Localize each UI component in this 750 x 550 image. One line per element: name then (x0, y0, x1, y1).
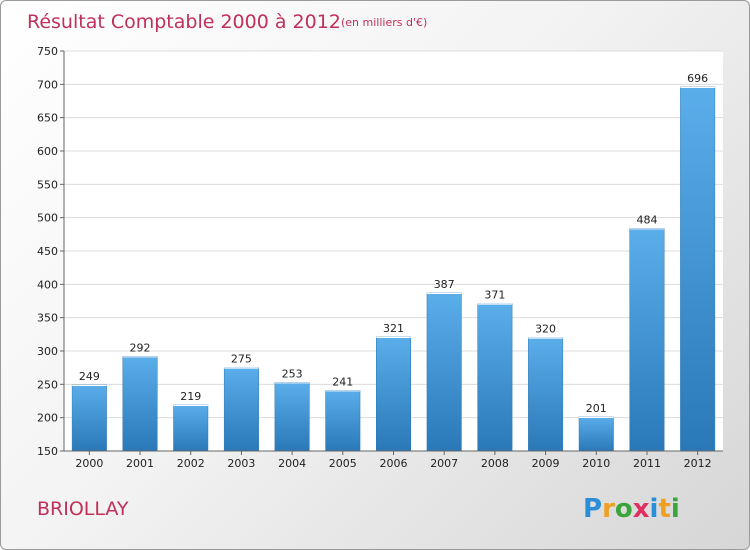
bar (528, 337, 564, 452)
x-tick-label: 2006 (380, 457, 408, 470)
x-tick-label: 2004 (278, 457, 306, 470)
data-label: 320 (535, 323, 556, 336)
x-tick-label: 2003 (227, 457, 255, 470)
y-tick-label: 250 (37, 378, 58, 391)
data-label: 484 (636, 213, 657, 226)
bar (680, 86, 716, 452)
bar (629, 228, 665, 452)
data-label: 321 (383, 322, 404, 335)
y-tick-label: 650 (37, 112, 58, 125)
bar (223, 367, 259, 452)
bar (477, 303, 513, 452)
x-tick-label: 2009 (532, 457, 560, 470)
data-label: 696 (687, 72, 708, 85)
chart-subtitle: (en milliers d'€) (341, 16, 427, 29)
y-tick-label: 750 (37, 45, 58, 58)
y-tick-label: 700 (37, 78, 58, 91)
chart-title: Résultat Comptable 2000 à 2012 (27, 11, 341, 33)
x-tick-label: 2008 (481, 457, 509, 470)
data-label: 387 (434, 278, 455, 291)
bar (325, 390, 361, 452)
y-tick-label: 550 (37, 178, 58, 191)
y-axis: 150 200 250 300 350 400 450 500 550 600 650 700 750 (37, 45, 65, 458)
data-label: 241 (332, 375, 353, 388)
logo-letter: i (650, 494, 659, 524)
y-tick-label: 400 (37, 278, 58, 291)
x-tick-label: 2005 (329, 457, 357, 470)
bar (376, 336, 411, 452)
x-tick-label: 2002 (177, 457, 205, 470)
x-tick-label: 2010 (582, 457, 610, 470)
logo-letter: x (633, 494, 650, 524)
data-label: 201 (586, 402, 607, 415)
x-tick-label: 2012 (684, 457, 712, 470)
logo-letter: P (583, 494, 602, 524)
bar (274, 382, 310, 452)
logo-letter: i (671, 494, 680, 524)
y-tick-label: 600 (37, 145, 58, 158)
place-name: BRIOLLAY (37, 498, 129, 520)
x-tick-label: 2001 (126, 457, 154, 470)
bar (578, 416, 614, 452)
logo-letter: r (602, 494, 615, 524)
y-tick-label: 200 (37, 412, 58, 425)
x-tick-label: 2007 (430, 457, 458, 470)
data-label: 275 (231, 353, 252, 366)
data-label: 253 (282, 367, 303, 380)
bars: 249 292 219 275 253 241 321 387 371 320 201 484 696 (71, 72, 716, 452)
bar (426, 292, 462, 452)
y-tick-label: 150 (37, 445, 58, 458)
y-tick-label: 450 (37, 245, 58, 258)
y-tick-label: 500 (37, 212, 58, 225)
logo-letter: t (658, 494, 670, 524)
logo-letter: o (615, 494, 633, 524)
bar (71, 384, 107, 452)
data-label: 219 (180, 390, 201, 403)
y-tick-label: 350 (37, 312, 58, 325)
proxiti-logo: Proxiti (583, 494, 680, 524)
bar (122, 356, 158, 452)
bar (173, 404, 209, 452)
y-tick-label: 300 (37, 345, 58, 358)
x-axis: 2000 2001 2002 2003 2004 2005 2006 2007 2008 2009… (64, 450, 723, 470)
data-label: 249 (79, 370, 100, 383)
data-label: 292 (130, 341, 151, 354)
data-label: 371 (484, 289, 505, 302)
x-tick-label: 2011 (633, 457, 661, 470)
x-tick-label: 2000 (75, 457, 103, 470)
